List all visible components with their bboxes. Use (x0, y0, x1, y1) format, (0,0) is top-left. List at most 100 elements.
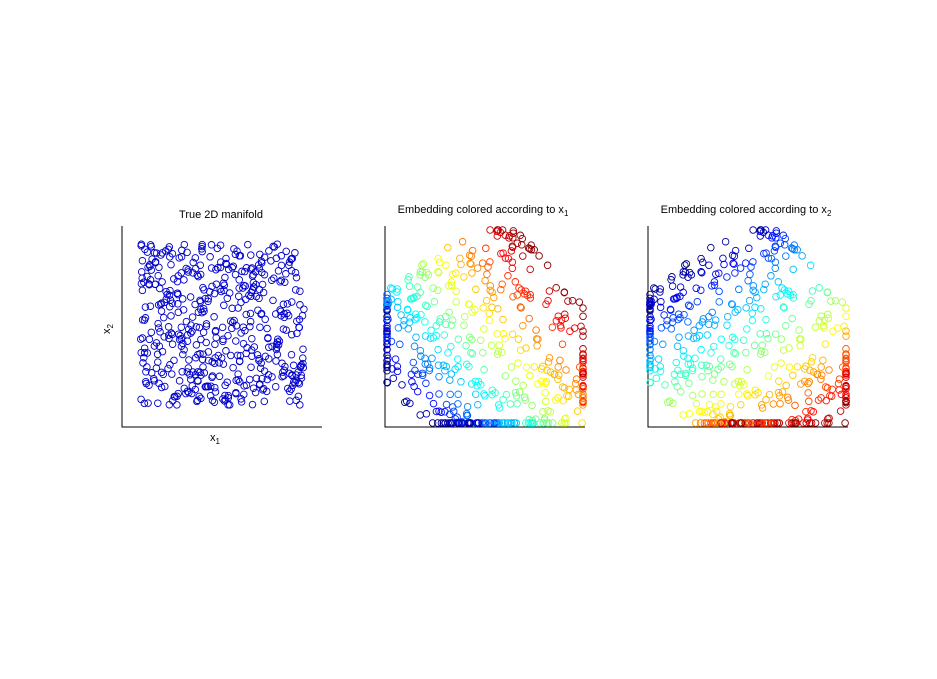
scatter-point (467, 252, 476, 260)
scatter-point (246, 309, 255, 318)
scatter-point (449, 270, 457, 278)
scatter-point (408, 378, 416, 386)
scatter-point (771, 258, 780, 266)
scatter-point (744, 392, 752, 400)
scatter-point (494, 305, 502, 313)
scatter-point (208, 373, 216, 382)
scatter-point (383, 302, 391, 310)
scatter-point (715, 287, 723, 296)
scatter-point (157, 307, 166, 315)
scatter-point (788, 245, 797, 253)
scatter-point (647, 354, 655, 363)
scatter-point (700, 419, 709, 427)
scatter-point (670, 370, 679, 379)
scatter-point (245, 291, 253, 300)
scatter-point (184, 325, 193, 334)
scatter-point (793, 246, 801, 254)
scatter-point (212, 280, 221, 288)
scatter-point (736, 264, 745, 272)
scatter-point (509, 229, 518, 237)
panel-3-title: Embedding colored according to x2 (661, 204, 832, 218)
scatter-point (709, 390, 717, 399)
scatter-point (146, 262, 154, 271)
scatter-point (646, 363, 654, 372)
scatter-point (767, 254, 776, 263)
scatter-point (210, 398, 219, 406)
scatter-point (717, 390, 725, 399)
scatter-point (697, 254, 705, 263)
scatter-point (819, 321, 828, 330)
scatter-point (691, 419, 700, 427)
scatter-point (462, 341, 470, 350)
scatter-point (383, 351, 391, 360)
scatter-point (383, 316, 391, 325)
scatter-point (177, 342, 186, 350)
scatter-point (748, 419, 757, 427)
scatter-point (192, 323, 200, 331)
scatter-point (769, 400, 778, 408)
scatter-point (777, 335, 786, 343)
scatter-point (183, 248, 191, 257)
scatter-point (749, 258, 757, 266)
scatter-point (454, 400, 462, 408)
scatter-point (507, 247, 516, 255)
scatter-point (159, 370, 168, 379)
scatter-point (207, 264, 216, 272)
scatter-point (405, 318, 414, 326)
scatter-point (199, 304, 208, 313)
scatter-point (506, 400, 515, 408)
scatter-point (563, 391, 571, 400)
scatter-point (258, 280, 267, 289)
scatter-point (485, 316, 494, 325)
scatter-point (495, 419, 503, 427)
scatter-point (773, 419, 782, 427)
scatter-point (554, 375, 562, 383)
scatter-point (488, 288, 496, 296)
scatter-point (705, 400, 714, 409)
scatter-point (383, 378, 392, 387)
scatter-point (704, 419, 713, 427)
scatter-point (428, 354, 436, 363)
scatter-point (166, 253, 174, 261)
scatter-point (685, 379, 693, 388)
scatter-point (579, 363, 587, 372)
scatter-point (219, 360, 228, 368)
scatter-point (218, 323, 227, 332)
scatter-point (789, 371, 797, 380)
scatter-point (751, 288, 759, 296)
scatter-point (142, 368, 150, 376)
scatter-point (646, 316, 654, 325)
scatter-point (697, 345, 705, 354)
scatter-point (272, 357, 280, 365)
scatter-point (842, 397, 850, 405)
scatter-point (170, 356, 178, 365)
scatter-point (728, 251, 737, 260)
scatter-point (396, 340, 404, 349)
scatter-point (684, 360, 692, 368)
scatter-point (707, 243, 715, 252)
scatter-point (712, 270, 720, 278)
scatter-point (770, 363, 779, 371)
scatter-point (562, 414, 570, 422)
scatter-point (526, 265, 534, 274)
scatter-point (743, 365, 751, 374)
scatter-point (239, 339, 248, 348)
scatter-point (297, 374, 306, 382)
scatter-point (185, 388, 193, 397)
scatter-point (807, 358, 816, 366)
panel-2-points (383, 226, 587, 427)
scatter-point (221, 273, 229, 282)
scatter-point (805, 397, 813, 406)
scatter-point (542, 397, 550, 406)
scatter-point (756, 227, 764, 236)
scatter-point (488, 386, 497, 394)
scatter-point (541, 389, 549, 397)
scatter-point (150, 342, 159, 350)
scatter-point (160, 333, 168, 341)
scatter-point (695, 331, 704, 340)
scatter-point (774, 278, 783, 286)
scatter-point (728, 300, 737, 309)
scatter-point (695, 321, 704, 330)
scatter-point (751, 386, 760, 394)
scatter-point (272, 345, 281, 354)
